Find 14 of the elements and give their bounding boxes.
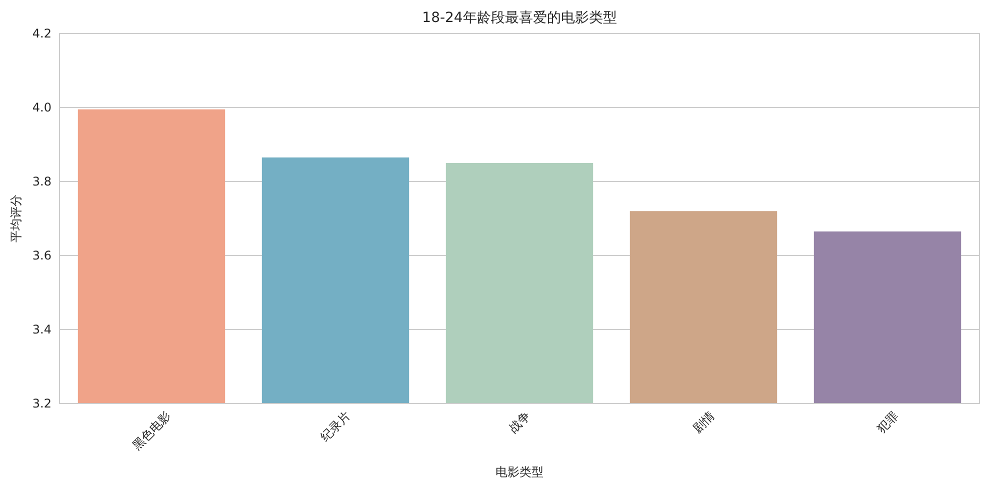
y-tick-label: 3.4: [32, 322, 52, 336]
x-tick-label: 战争: [506, 408, 533, 436]
y-axis-title: 平均评分: [9, 194, 23, 242]
x-tick-label: 剧情: [690, 408, 717, 436]
y-tick-label: 3.8: [32, 174, 52, 188]
y-tick-label: 3.6: [32, 248, 52, 262]
chart-title: 18-24年龄段最喜爱的电影类型: [422, 10, 617, 26]
x-tick-label: 犯罪: [874, 408, 901, 436]
x-axis-title: 电影类型: [496, 465, 544, 479]
y-tick-label: 3.2: [32, 396, 52, 410]
x-tick-label: 纪录片: [318, 408, 354, 444]
y-tick-label: 4.0: [32, 100, 52, 114]
x-tick-label: 黑色电影: [130, 408, 174, 453]
y-tick-label: 4.2: [32, 26, 52, 40]
